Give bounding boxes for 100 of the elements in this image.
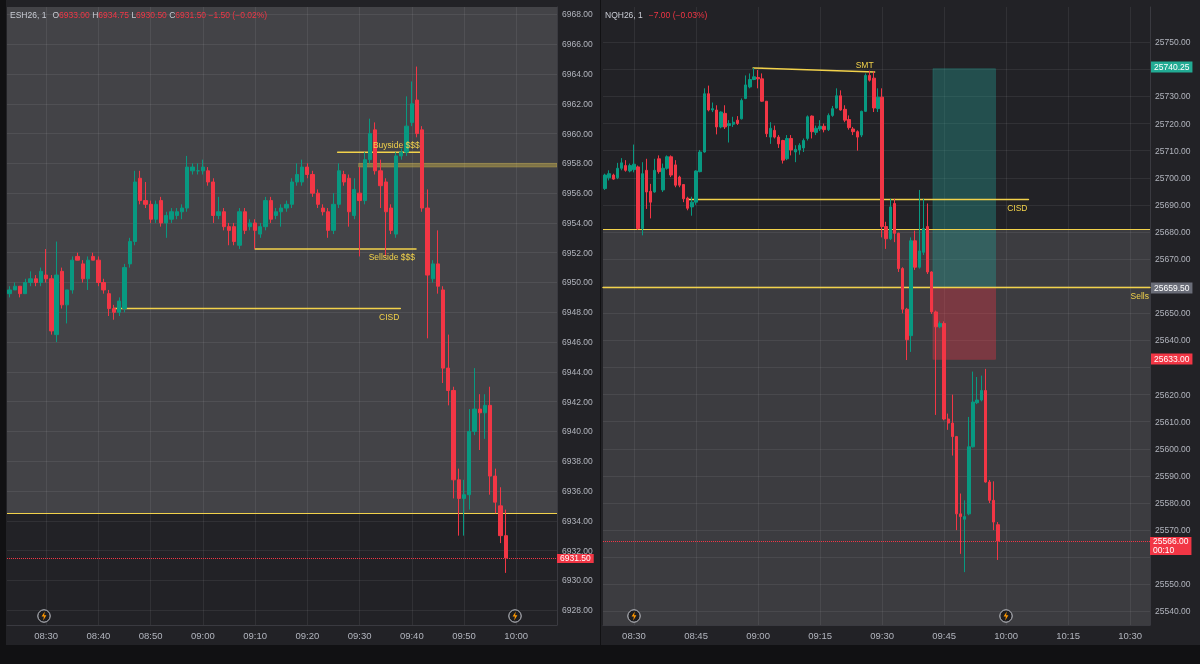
y-tick-label: 6964.00 xyxy=(562,69,593,80)
candlestick xyxy=(785,134,789,161)
candlestick xyxy=(612,173,615,181)
candlestick xyxy=(243,207,247,235)
chart-title: ESH26, 1 xyxy=(10,10,47,20)
y-tick-label: 25700.00 xyxy=(1155,172,1191,183)
y-tick-label: 6934.00 xyxy=(562,515,593,526)
candlestick xyxy=(39,267,43,287)
y-tick-label: 6954.00 xyxy=(562,217,593,228)
chart-title: NQH26, 1 xyxy=(605,10,643,20)
candlestick xyxy=(616,162,619,180)
candlestick xyxy=(237,207,242,250)
x-tick-label: 10:30 xyxy=(1118,629,1143,641)
y-tick-label: 6946.00 xyxy=(562,337,593,348)
y-tick-label: 25610.00 xyxy=(1155,416,1191,427)
y-tick-label: 6958.00 xyxy=(562,158,593,169)
text: 25659.50 xyxy=(1154,283,1190,293)
x-tick-label: 09:15 xyxy=(808,629,832,641)
candlestick xyxy=(918,189,921,270)
x-tick-label: 09:30 xyxy=(870,629,894,641)
x-tick-label: 09:50 xyxy=(452,629,476,641)
candlestick xyxy=(789,134,793,156)
candlestick xyxy=(641,161,644,236)
y-tick-label: 6940.00 xyxy=(562,426,593,437)
candlestick xyxy=(992,480,995,531)
y-tick-label: 6928.00 xyxy=(562,605,593,616)
candlestick xyxy=(159,196,163,228)
x-tick-label: 09:30 xyxy=(347,629,372,641)
y-tick-label: 25650.00 xyxy=(1155,308,1191,319)
y-tick-label: 25570.00 xyxy=(1155,525,1191,536)
y-tick-label: 6938.00 xyxy=(562,456,593,467)
candlestick xyxy=(938,320,942,329)
candlestick xyxy=(248,218,252,231)
x-tick-label: 09:00 xyxy=(746,629,770,641)
series-label: CISD xyxy=(378,312,400,323)
x-tick-label: 10:00 xyxy=(504,629,529,641)
y-tick-label: 25730.00 xyxy=(1155,91,1191,102)
candlestick xyxy=(913,230,917,271)
ref-line-label: 25566.00 00:10 xyxy=(1153,536,1189,556)
candlestick xyxy=(657,154,661,175)
y-tick-label: 25600.00 xyxy=(1155,443,1191,454)
candlestick xyxy=(86,255,90,291)
x-tick-label: 08:45 xyxy=(684,629,708,641)
x-tick-label: 09:40 xyxy=(399,629,424,641)
candlestick xyxy=(818,119,822,132)
candlestick xyxy=(75,252,80,261)
candlestick xyxy=(478,393,482,451)
y-tick-label: 25690.00 xyxy=(1155,199,1191,210)
candlestick xyxy=(603,173,607,191)
y-tick-label: 25680.00 xyxy=(1155,226,1191,237)
candlestick xyxy=(769,121,772,145)
y-tick-label: 6966.00 xyxy=(562,39,593,50)
candlestick xyxy=(483,393,487,440)
y-tick-label: 25670.00 xyxy=(1155,254,1191,265)
text: 25740.25 xyxy=(1154,62,1190,72)
series-label: SMT xyxy=(855,59,874,70)
candlestick xyxy=(624,159,627,173)
y-tick-label: 25720.00 xyxy=(1155,118,1191,129)
candlestick xyxy=(707,85,710,112)
candlestick xyxy=(352,177,356,220)
y-tick-label: 25590.00 xyxy=(1155,470,1191,481)
text: 25633.00 xyxy=(1154,354,1190,364)
chart-subtitle: −7.00 (−0.03%) xyxy=(648,10,708,20)
text: O6933.00 H6934.75 L6930.50 C6931.50 −1.50 (−0.02%) xyxy=(52,10,268,20)
candlestick xyxy=(822,123,826,133)
y-tick-label: 6952.00 xyxy=(562,247,593,258)
y-tick-label: 25640.00 xyxy=(1155,335,1191,346)
candlestick xyxy=(711,102,714,113)
candlestick xyxy=(54,241,59,343)
y-tick-label: 25710.00 xyxy=(1155,145,1191,156)
candlestick xyxy=(740,97,743,120)
x-tick-label: 08:30 xyxy=(622,629,646,641)
y-tick-label: 25750.00 xyxy=(1155,37,1191,48)
series-label: Sells xyxy=(1130,291,1149,302)
candlestick xyxy=(889,198,892,241)
y-tick-label: 6956.00 xyxy=(562,188,593,199)
candlestick xyxy=(727,119,731,144)
x-tick-label: 09:20 xyxy=(295,629,320,641)
candlestick xyxy=(653,158,656,194)
candlestick xyxy=(410,80,414,127)
series-label: Sellside $$$ xyxy=(368,252,416,263)
candlestick xyxy=(715,104,718,135)
x-tick-label: 08:40 xyxy=(86,629,111,641)
y-tick-label: 6962.00 xyxy=(562,98,593,109)
candlestick xyxy=(909,236,913,353)
x-tick-label: 09:00 xyxy=(190,629,215,641)
y-tick-label: 6950.00 xyxy=(562,277,593,288)
candlestick xyxy=(872,70,876,113)
y-tick-label: 6968.00 xyxy=(562,9,593,20)
candlestick xyxy=(723,104,727,130)
y-tick-label: 25620.00 xyxy=(1155,389,1191,400)
y-tick-label: 6942.00 xyxy=(562,396,593,407)
ref-line-label: 6931.50 xyxy=(560,553,591,564)
candlestick xyxy=(719,110,723,129)
y-tick-label: 6936.00 xyxy=(562,485,593,496)
x-tick-label: 08:30 xyxy=(34,629,59,641)
candlestick xyxy=(269,196,273,224)
series-label: CISD xyxy=(1007,202,1028,213)
x-tick-label: 10:15 xyxy=(1056,629,1081,641)
candlestick xyxy=(632,144,636,173)
